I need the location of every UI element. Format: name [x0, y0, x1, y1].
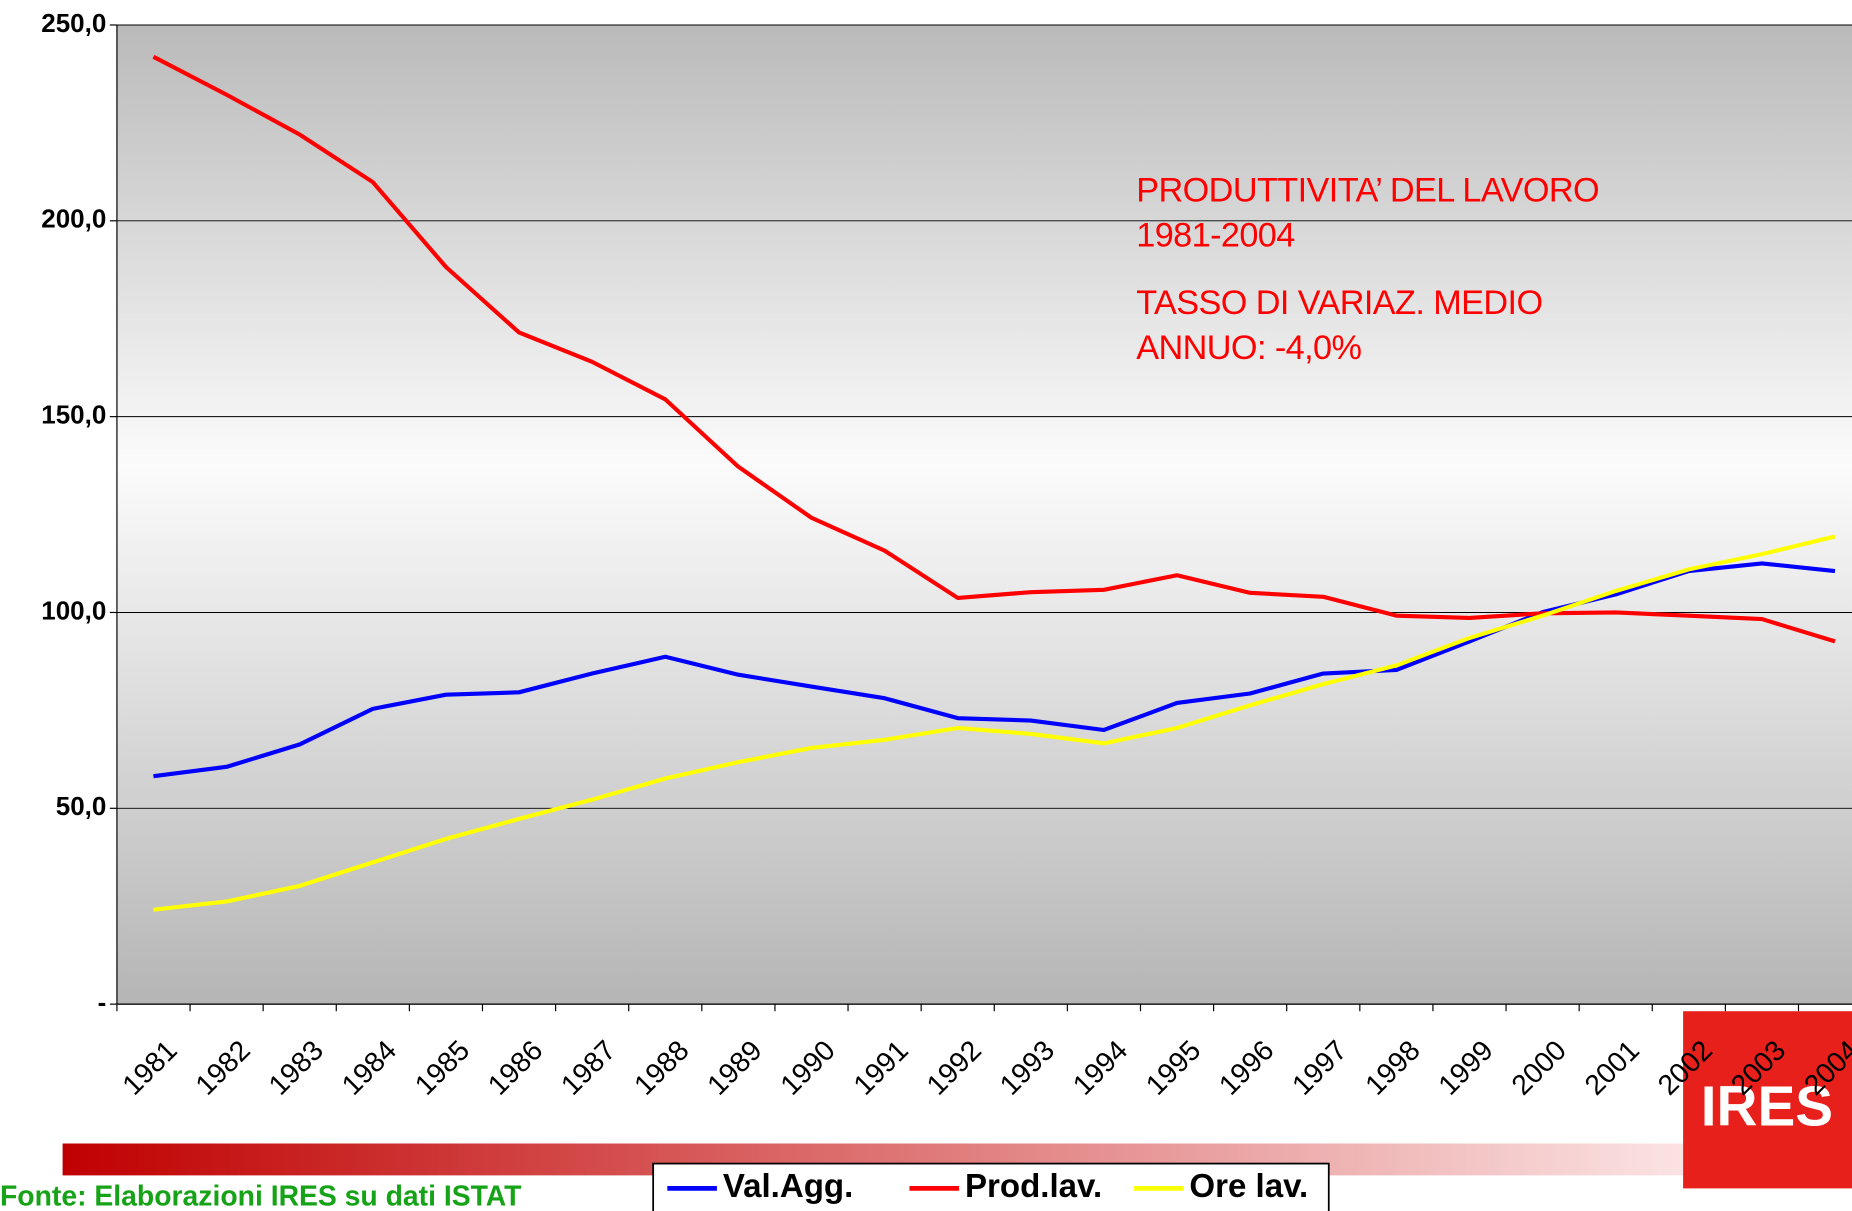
x-tick-label: 1983 [263, 1034, 330, 1101]
x-tick-label: 1988 [628, 1034, 695, 1101]
x-tick-label: 1995 [1140, 1034, 1207, 1101]
annotation: PRODUTTIVITA’ DEL LAVORO [1136, 172, 1599, 210]
source: Fonte: Elaborazioni IRES su dati ISTAT [0, 1180, 521, 1211]
x-tick-label: 1986 [482, 1034, 549, 1101]
y-tick-label: - [98, 987, 107, 1017]
x-tick-label: 1981 [116, 1034, 183, 1101]
y-tick-label: 50,0 [56, 791, 107, 821]
legend-label: Prod.lav. [965, 1168, 1102, 1205]
x-tick-label: 2000 [1506, 1034, 1573, 1101]
x-tick-label: 1996 [1213, 1034, 1280, 1101]
x-tick-label: 1987 [555, 1034, 622, 1101]
y-tick-label: 150,0 [41, 399, 106, 429]
x-tick-label: 1998 [1359, 1034, 1426, 1101]
x-tick-label: 1990 [774, 1034, 841, 1101]
x-tick-label: 1985 [409, 1034, 476, 1101]
series-line [153, 534, 1836, 912]
plot-area [116, 24, 1852, 1005]
annotation: ANNUO: -4,0% [1136, 329, 1361, 367]
series-line [153, 561, 1836, 779]
x-tick-label: 1991 [848, 1034, 915, 1101]
x-tick-label: 1984 [336, 1034, 403, 1101]
legend-label: Ore lav. [1189, 1168, 1308, 1205]
x-tick-label: 1994 [1067, 1034, 1134, 1101]
annotation: TASSO DI VARIAZ. MEDIO [1136, 284, 1542, 322]
legend [652, 1162, 1330, 1211]
x-tick-label: 1999 [1432, 1034, 1499, 1101]
x-tick-label: 1993 [994, 1034, 1061, 1101]
legend-label: Val.Agg. [723, 1168, 853, 1205]
logo: IRES [1701, 1075, 1833, 1138]
annotation: 1981-2004 [1136, 217, 1295, 255]
logo-box [1683, 1011, 1852, 1189]
y-tick-label: 250,0 [41, 8, 106, 38]
x-tick-label: 1982 [190, 1034, 257, 1101]
y-tick-label: 200,0 [41, 204, 106, 234]
x-tick-label: 2001 [1579, 1034, 1646, 1101]
y-tick-label: 100,0 [41, 595, 106, 625]
x-tick-label: 1997 [1286, 1034, 1353, 1101]
x-tick-label: 1989 [701, 1034, 768, 1101]
x-tick-label: 1992 [921, 1034, 988, 1101]
